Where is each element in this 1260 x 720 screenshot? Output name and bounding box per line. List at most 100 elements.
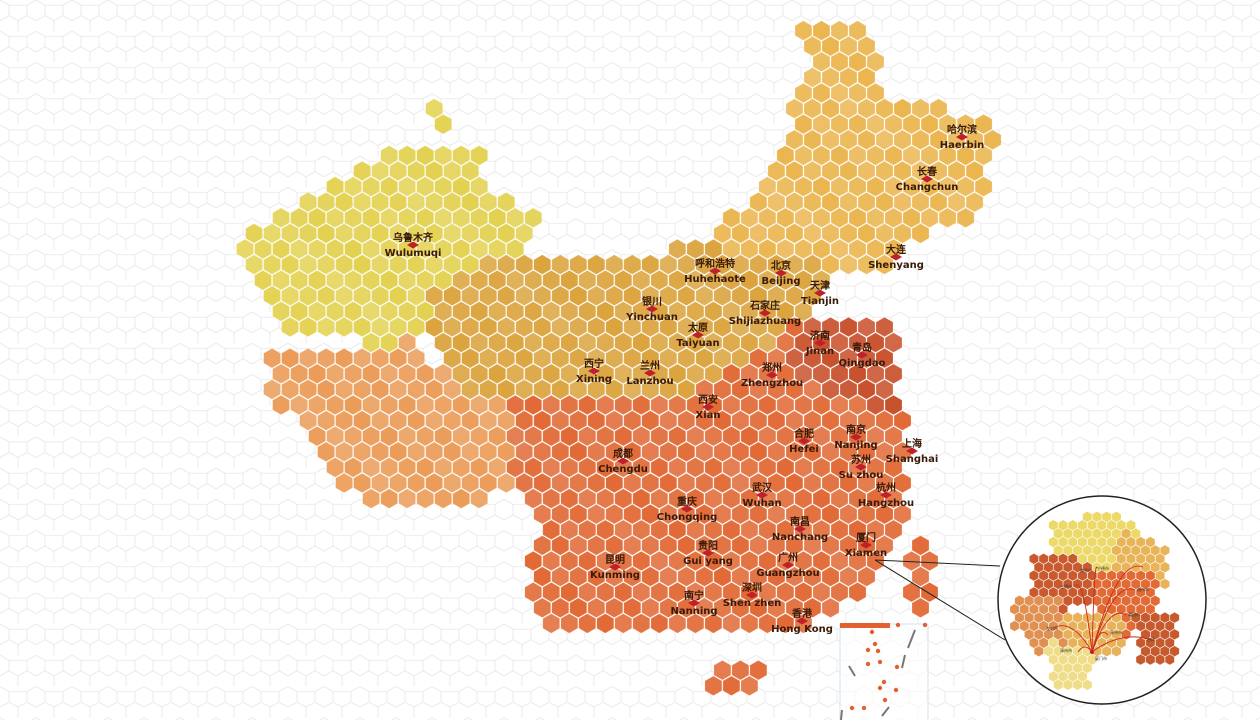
inset-hex [1068,553,1078,565]
inset-hex [1165,620,1175,632]
region-east-dark-hex [866,394,885,416]
region-south-hex [632,613,651,634]
region-north-hex [560,270,579,291]
city-shenzhen[interactable]: 深圳 Shen zhen [723,583,782,609]
city-jinan[interactable]: 济南 Jinan [806,331,834,357]
region-north-hex [542,270,560,291]
region-north-hex [488,332,506,353]
region-south-hex [551,535,570,556]
region-north-hex [524,270,542,291]
region-north-hex [434,301,452,322]
region-north-hex [776,301,795,322]
region-south-hex [506,394,524,416]
city-name-en: Nanning [670,605,718,617]
region-tibet-hex [443,379,461,400]
city-kunming[interactable]: 昆明 Kunming [590,555,640,581]
city-marker-icon [708,267,721,275]
inset-hex [1155,553,1165,565]
city-chongqing[interactable]: 重庆 Chongqing [657,497,717,523]
inset-hex [1043,628,1054,640]
region-xinjiang-hex [389,160,407,182]
city-nanchang[interactable]: 南昌 Nanchang [772,517,828,543]
region-northeast-hex [830,176,849,197]
city-tianjin[interactable]: 天津 Tianjin [801,281,839,307]
city-zhengzhou[interactable]: 郑州 Zhengzhou [741,363,803,389]
city-name-cn: 合肥 [794,429,814,440]
inset-hex [1048,519,1059,531]
region-south-hex [776,363,795,384]
city-guangzhou[interactable]: 广州 Guangzhou [756,553,820,579]
city-nanjing[interactable]: 南京 Nanjing [834,425,877,451]
region-tibet-hex [479,472,497,494]
city-hongkong[interactable]: 香港 Hong Kong [771,609,833,635]
region-south-hex [614,488,633,509]
region-north-hex [452,270,470,291]
city-hangzhou[interactable]: 杭州 Hangzhou [858,483,914,509]
city-shijiazhuang[interactable]: 石家庄 Shijiazhuang [729,301,801,327]
region-xinjiang-hex [434,145,452,166]
mini-chart-dot [882,697,888,703]
region-north-hex [488,301,506,322]
region-south-hex [740,550,759,572]
inset-route-line [1091,636,1153,653]
city-wuhan[interactable]: 武汉 Wuhan [742,483,781,509]
region-south-hex [830,426,849,447]
region-northeast-hex [938,114,957,135]
city-nanning[interactable]: 南宁 Nanning [670,591,718,617]
inset-route-line [1074,584,1093,653]
inset-hex [1048,654,1059,666]
region-xinjiang-hex [470,207,488,228]
city-changchun[interactable]: 长春 Changchun [896,167,959,193]
inset-route-line [1091,565,1144,653]
region-south-hex [767,348,786,369]
city-chengdu[interactable]: 成都 Chengdu [598,449,648,475]
region-south-hex [542,550,560,572]
region-south-hex [722,363,741,384]
inset-hex [1092,511,1102,523]
region-tibet-hex [488,394,506,416]
region-tibet-hex [362,426,380,447]
region-south-hex [839,566,858,587]
region-tibet-hex [317,379,335,400]
inset-hex [1048,536,1059,548]
region-north-hex [542,332,560,353]
mini-chart-dot [895,622,901,628]
region-northeast-hex [875,160,894,182]
region-tibet-hex [425,441,443,462]
city-hefei[interactable]: 合肥 Hefei [789,429,819,455]
city-beijing[interactable]: 北京 Beijing [762,261,801,287]
region-east-dark-hex [884,394,903,416]
city-haerbin[interactable]: 哈尔滨 Haerbin [940,125,985,151]
region-xinjiang-hex [407,160,425,182]
city-suzhou[interactable]: 苏州 Su zhou [839,455,884,481]
city-wulumuqi[interactable]: 乌鲁木齐 Wulumuqi [385,233,442,259]
region-xinjiang-hex [380,270,398,291]
region-tibet-hex [398,394,416,416]
city-xining[interactable]: 西宁 Xining [576,359,612,385]
region-xinjiang-hex [380,238,398,260]
region-south-hex [785,410,804,431]
city-name-cn: 太原 [688,323,708,334]
inset-hex [1063,612,1073,624]
inset-hex [1029,553,1039,565]
city-shanghai[interactable]: 上海 Shanghai [886,439,939,465]
region-north-hex [551,254,570,275]
region-east-dark-hex [803,316,822,338]
inset-hex [1009,603,1020,615]
city-yinchuan[interactable]: 银川 Yinchuan [626,297,678,323]
city-xian[interactable]: 西安 Xian [695,395,720,421]
region-xinjiang-hex [281,223,299,244]
city-xiamen[interactable]: 厦门 Xiamen [845,533,887,559]
city-qingdao[interactable]: 青岛 Qingdao [839,343,886,369]
city-shenyang[interactable]: 大连 Shenyang [868,245,924,271]
region-north-hex [569,254,588,275]
city-name-en: Guangzhou [756,567,820,579]
region-xinjiang-hex [362,238,380,260]
city-taiyuan[interactable]: 太原 Taiyuan [676,323,719,349]
city-guiyang[interactable]: 贵阳 Gui yang [683,541,733,567]
region-tibet-hex [344,394,362,416]
region-north-hex [695,316,714,338]
city-lanzhou[interactable]: 兰州 Lanzhou [626,361,673,387]
region-north-hex [587,285,606,306]
city-huhehaote[interactable]: 呼和浩特 Huhehaote [684,259,746,285]
